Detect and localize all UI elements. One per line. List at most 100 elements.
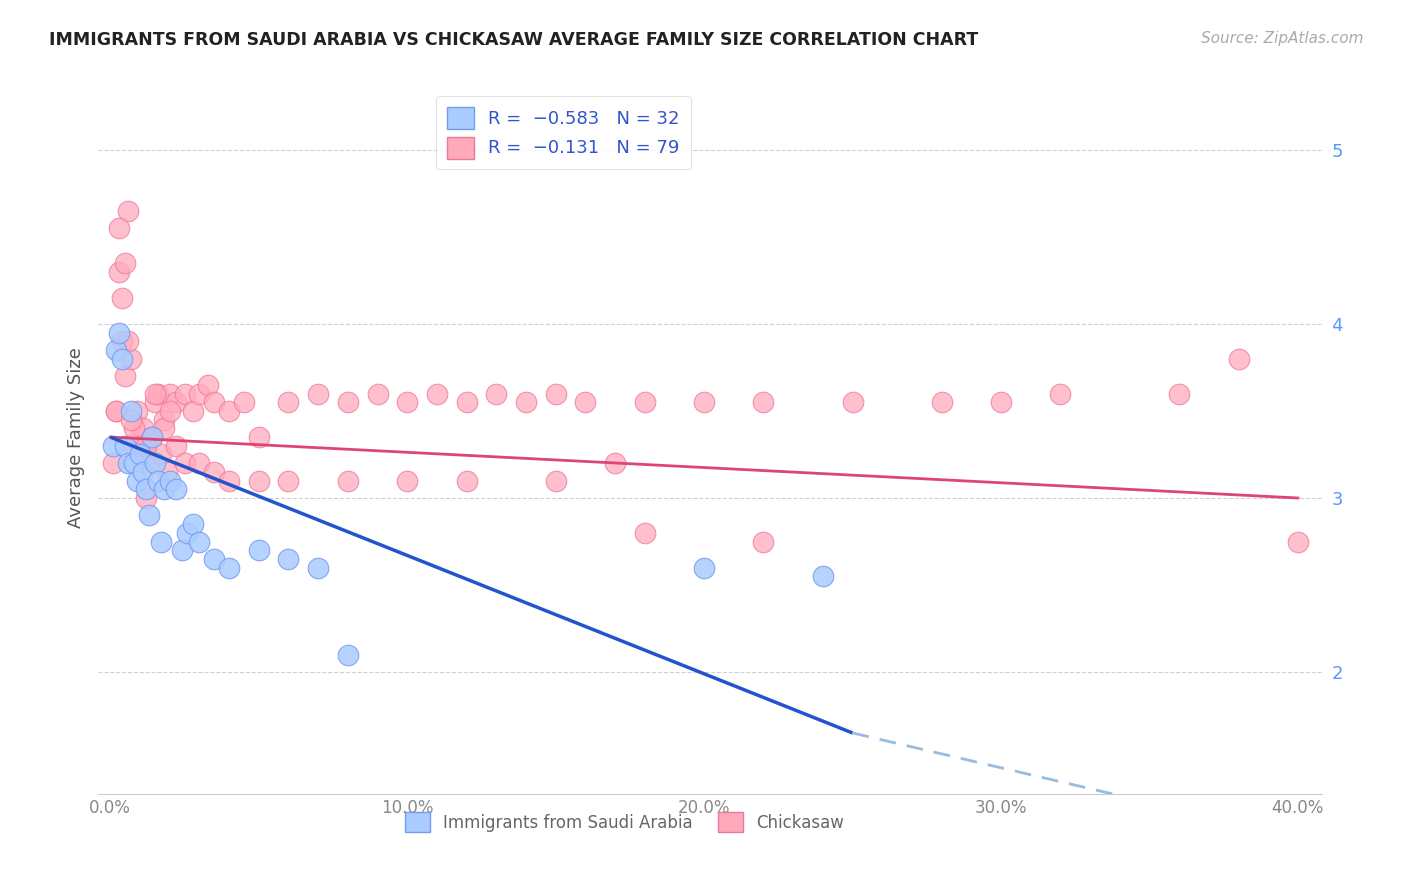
Point — [149, 448, 172, 462]
Point — [117, 203, 139, 218]
Point — [141, 430, 163, 444]
Point — [841, 395, 863, 409]
Point — [603, 456, 626, 470]
Point — [129, 439, 152, 453]
Point — [111, 334, 134, 349]
Point — [122, 421, 145, 435]
Point — [117, 334, 139, 349]
Point — [108, 265, 131, 279]
Legend: Immigrants from Saudi Arabia, Chickasaw: Immigrants from Saudi Arabia, Chickasaw — [398, 805, 851, 839]
Point — [426, 386, 449, 401]
Point — [456, 395, 478, 409]
Point — [120, 351, 142, 366]
Point — [247, 430, 270, 444]
Point — [544, 386, 567, 401]
Point — [146, 474, 169, 488]
Point — [143, 456, 166, 470]
Point — [138, 508, 160, 523]
Point — [114, 369, 136, 384]
Text: Source: ZipAtlas.com: Source: ZipAtlas.com — [1201, 31, 1364, 46]
Y-axis label: Average Family Size: Average Family Size — [66, 347, 84, 527]
Point — [202, 465, 225, 479]
Point — [307, 386, 329, 401]
Point — [1227, 351, 1250, 366]
Point — [135, 439, 157, 453]
Point — [197, 377, 219, 392]
Point — [218, 474, 240, 488]
Point — [247, 474, 270, 488]
Point — [152, 483, 174, 497]
Point — [277, 552, 299, 566]
Point — [105, 404, 128, 418]
Point — [456, 474, 478, 488]
Point — [990, 395, 1012, 409]
Point — [120, 412, 142, 426]
Point — [202, 552, 225, 566]
Point — [188, 456, 211, 470]
Point — [141, 430, 163, 444]
Point — [135, 439, 157, 453]
Point — [173, 456, 195, 470]
Point — [1049, 386, 1071, 401]
Point — [176, 525, 198, 540]
Point — [366, 386, 388, 401]
Point — [143, 395, 166, 409]
Point — [1168, 386, 1191, 401]
Point — [159, 386, 181, 401]
Point — [143, 386, 166, 401]
Point — [202, 395, 225, 409]
Point — [135, 491, 157, 505]
Point — [752, 395, 775, 409]
Point — [122, 456, 145, 470]
Point — [574, 395, 596, 409]
Point — [138, 456, 160, 470]
Point — [117, 456, 139, 470]
Point — [108, 326, 131, 340]
Point — [105, 404, 128, 418]
Point — [931, 395, 953, 409]
Point — [336, 474, 359, 488]
Point — [693, 560, 716, 574]
Point — [752, 534, 775, 549]
Point — [277, 474, 299, 488]
Point — [811, 569, 834, 583]
Point — [232, 395, 254, 409]
Point — [122, 439, 145, 453]
Point — [111, 351, 134, 366]
Point — [114, 256, 136, 270]
Point — [125, 474, 148, 488]
Point — [307, 560, 329, 574]
Point — [218, 560, 240, 574]
Point — [108, 221, 131, 235]
Point — [247, 543, 270, 558]
Point — [152, 412, 174, 426]
Point — [485, 386, 508, 401]
Point — [103, 456, 125, 470]
Point — [146, 386, 169, 401]
Text: IMMIGRANTS FROM SAUDI ARABIA VS CHICKASAW AVERAGE FAMILY SIZE CORRELATION CHART: IMMIGRANTS FROM SAUDI ARABIA VS CHICKASA… — [49, 31, 979, 49]
Point — [120, 404, 142, 418]
Point — [170, 543, 193, 558]
Point — [1286, 534, 1309, 549]
Point — [103, 439, 125, 453]
Point — [396, 395, 419, 409]
Point — [132, 421, 155, 435]
Point — [129, 448, 152, 462]
Point — [159, 404, 181, 418]
Point — [218, 404, 240, 418]
Point — [165, 395, 187, 409]
Point — [159, 474, 181, 488]
Point — [165, 483, 187, 497]
Point — [156, 465, 179, 479]
Point — [114, 439, 136, 453]
Point — [544, 474, 567, 488]
Point — [125, 404, 148, 418]
Point — [132, 465, 155, 479]
Point — [165, 439, 187, 453]
Point — [149, 534, 172, 549]
Point — [183, 517, 205, 532]
Point — [396, 474, 419, 488]
Point — [336, 395, 359, 409]
Point — [183, 404, 205, 418]
Point — [173, 386, 195, 401]
